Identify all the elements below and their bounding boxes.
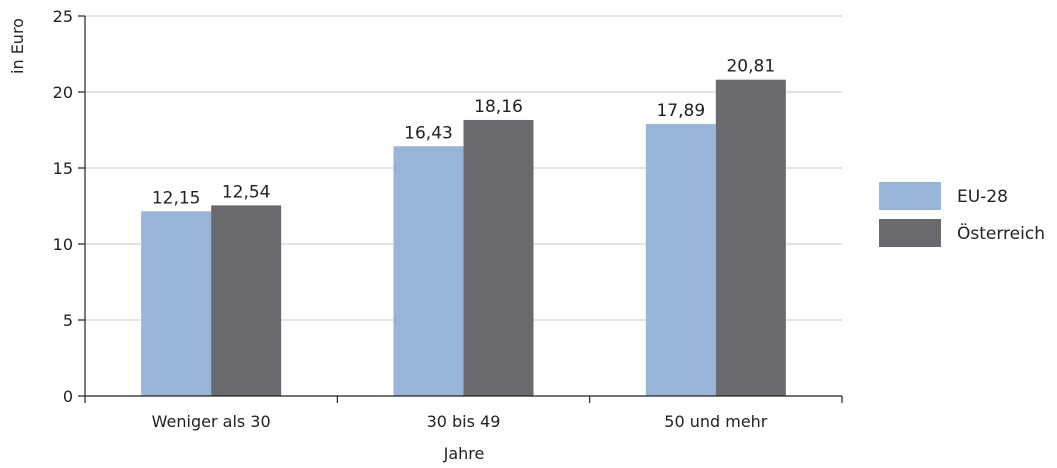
data-label: 18,16 <box>474 97 523 117</box>
legend-swatch <box>879 219 941 247</box>
bar <box>393 146 464 396</box>
bar <box>463 119 534 396</box>
y-tick-label: 5 <box>63 311 73 330</box>
x-ticks: Weniger als 30 30 bis 49 50 und mehr <box>84 396 843 431</box>
data-label: 17,89 <box>656 101 705 121</box>
legend-swatch <box>879 182 941 210</box>
x-tick-label: 50 und mehr <box>664 412 768 431</box>
legend: EU-28 Österreich <box>879 182 1045 247</box>
data-label: 12,15 <box>152 188 201 208</box>
data-label: 20,81 <box>726 57 775 77</box>
bar <box>141 211 212 396</box>
y-tick-label: 10 <box>53 235 73 254</box>
legend-label: Österreich <box>957 222 1045 244</box>
y-tick-label: 15 <box>53 159 73 178</box>
y-axis-title: in Euro <box>8 18 27 74</box>
bar <box>645 124 716 397</box>
x-tick-label: 30 bis 49 <box>427 412 501 431</box>
data-label: 16,43 <box>404 123 453 143</box>
x-axis-title: Jahre <box>443 444 485 463</box>
bar <box>715 79 786 397</box>
axes <box>84 16 842 397</box>
y-tick-label: 25 <box>53 7 73 26</box>
y-tick-label: 20 <box>53 83 73 102</box>
legend-label: EU-28 <box>957 187 1008 207</box>
x-tick-label: Weniger als 30 <box>152 412 271 431</box>
data-label: 12,54 <box>222 182 271 202</box>
y-ticks: 0 5 10 15 20 25 <box>53 7 85 406</box>
data-labels: 12,15 12,54 16,43 18,16 17,89 20,81 <box>152 57 775 209</box>
bars <box>141 79 786 397</box>
bar <box>211 205 282 396</box>
y-tick-label: 0 <box>63 387 73 406</box>
